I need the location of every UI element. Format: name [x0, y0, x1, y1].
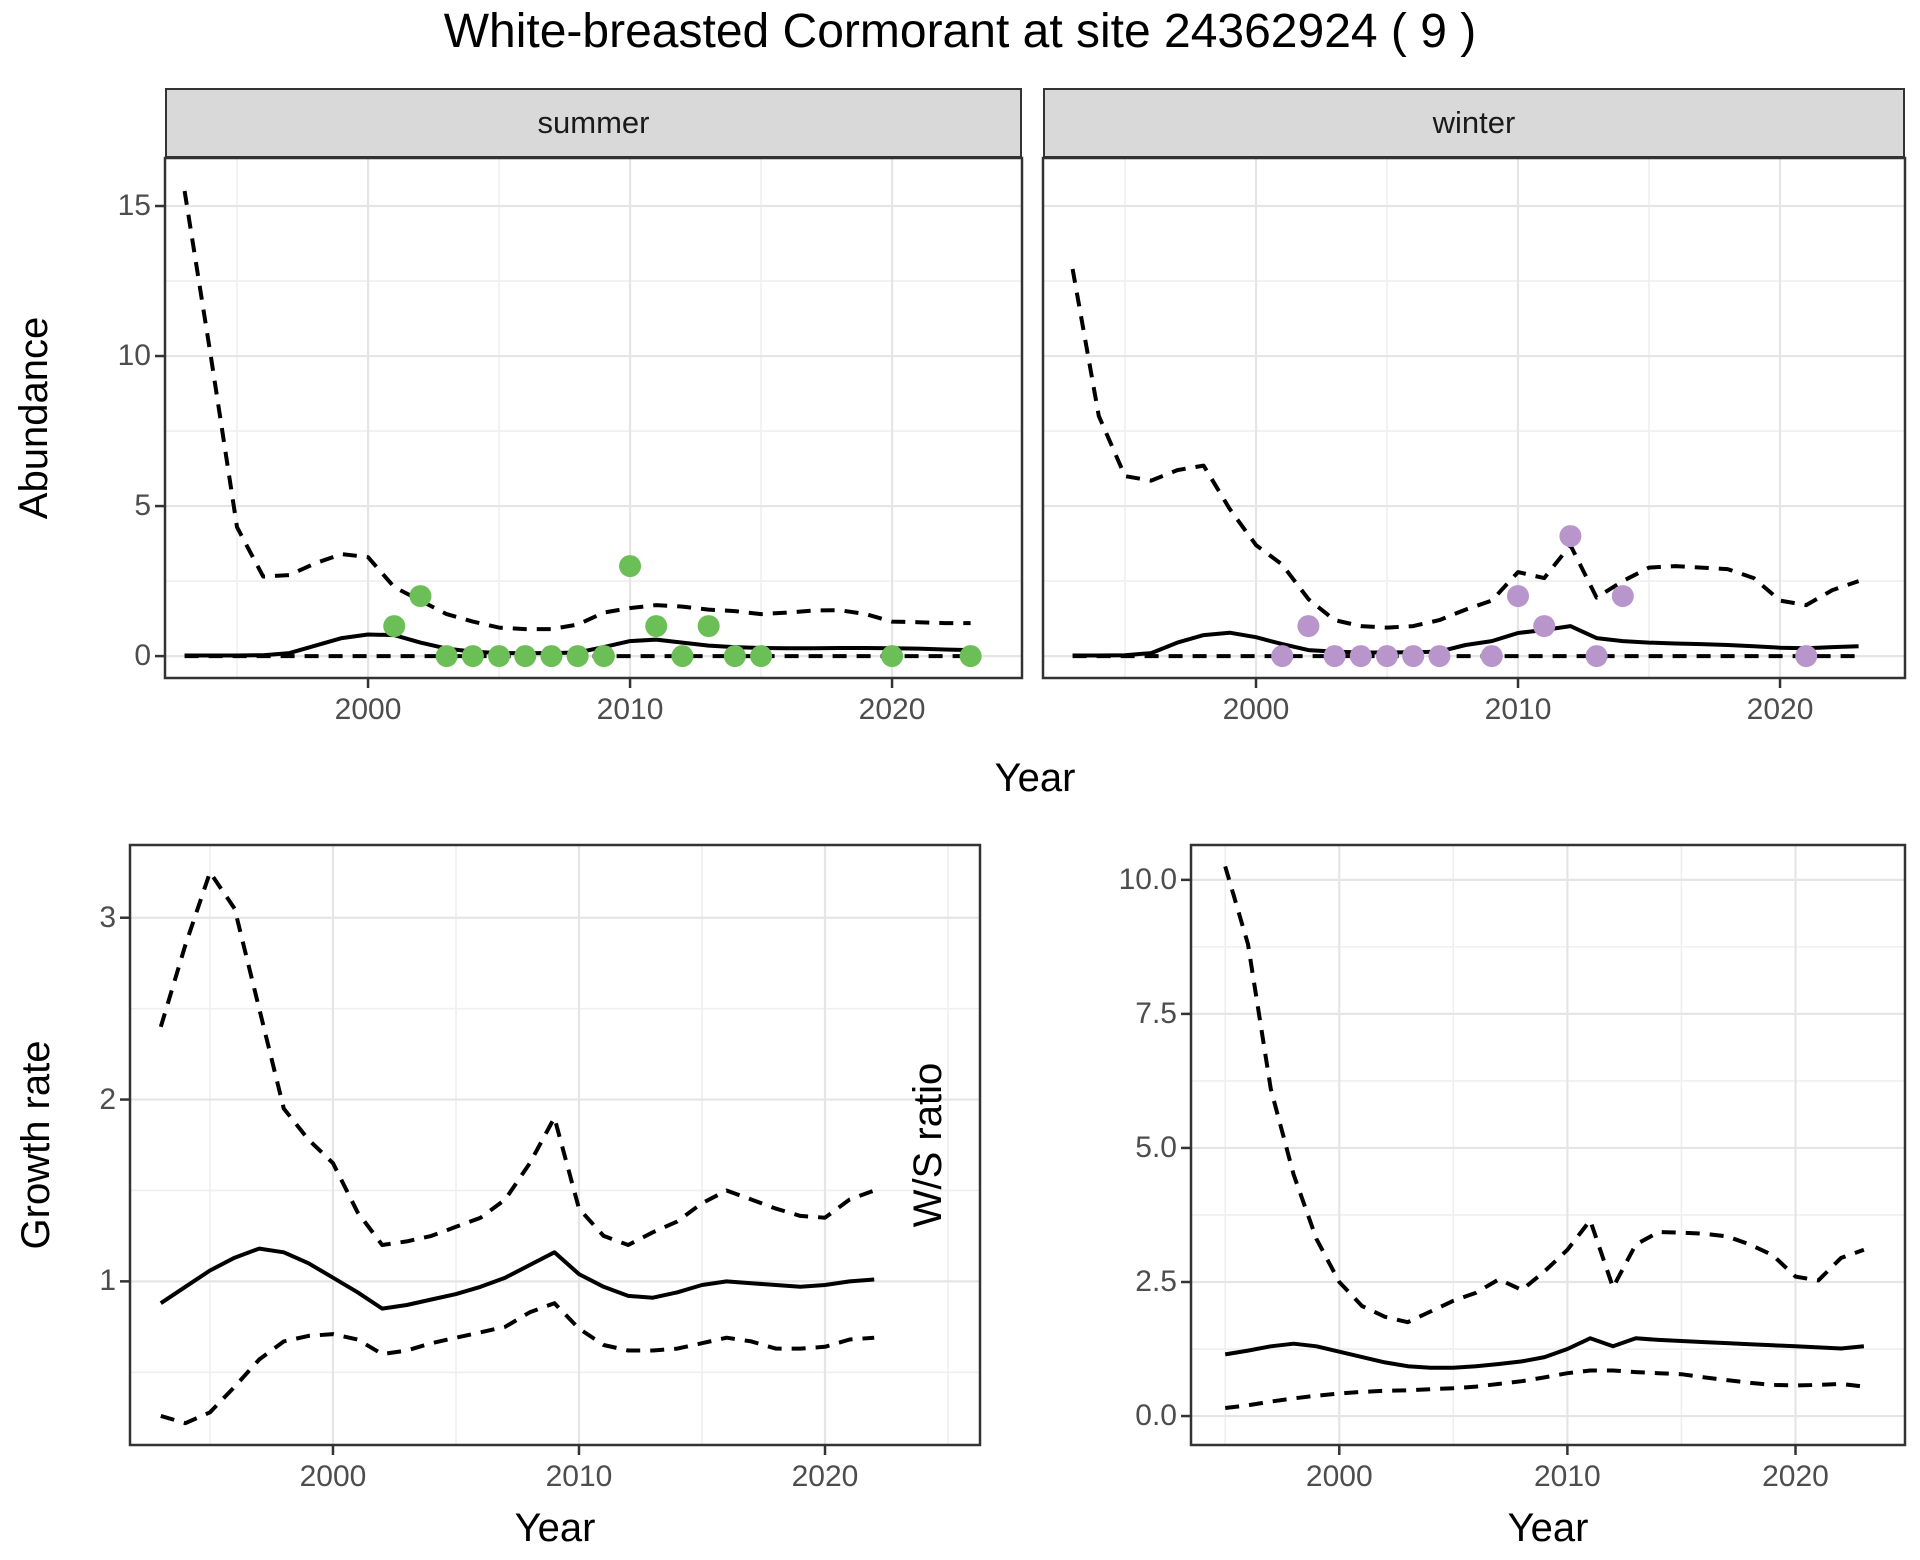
y-tick-label: 5	[134, 489, 151, 523]
data-point	[1349, 645, 1372, 668]
x-tick-label: 2020	[1762, 1460, 1829, 1493]
x-tick-label: 2000	[334, 693, 402, 726]
x-axis-title-year-growth: Year	[514, 1506, 596, 1550]
data-point	[723, 645, 746, 668]
data-point	[645, 615, 668, 638]
series-line-mean	[1224, 1336, 1865, 1370]
data-point	[750, 645, 773, 668]
series-line-upper_ci	[158, 870, 875, 1247]
facet-strip-winter: winter	[1043, 88, 1905, 158]
data-point	[697, 615, 720, 638]
y-tick-label: 15	[117, 189, 151, 222]
y-tick-label: 3	[99, 900, 116, 934]
x-tick-label: 2010	[596, 693, 664, 726]
data-point	[1323, 645, 1346, 668]
abundance_winter-panel	[1041, 156, 1907, 688]
data-point	[592, 645, 615, 668]
panel-background	[165, 158, 1022, 678]
series-line-lower_ci	[1224, 1368, 1865, 1410]
y-tick-label: 0	[134, 639, 151, 673]
series-line-lower_ci	[160, 1301, 875, 1426]
panel-border	[1041, 156, 1907, 680]
data-point	[1507, 585, 1530, 608]
y-tick-label: 10.0	[1118, 862, 1177, 896]
panel-background	[130, 845, 980, 1445]
y-tick-label: 1	[99, 1264, 116, 1298]
data-point	[383, 615, 406, 638]
data-point	[409, 585, 432, 608]
x-axis-title-year-ws: Year	[1507, 1506, 1589, 1550]
data-point	[671, 645, 694, 668]
data-point	[1611, 585, 1634, 608]
x-tick-label: 2010	[1534, 1460, 1601, 1493]
x-tick-label: 2010	[1484, 693, 1552, 726]
panel-border	[128, 843, 982, 1447]
y-tick-label: 10	[117, 339, 151, 373]
x-tick-label: 2020	[858, 693, 926, 726]
data-point	[959, 645, 982, 668]
y-tick-label: 0.0	[1135, 1399, 1177, 1433]
data-point	[619, 555, 642, 578]
facet-strip-winter-label: winter	[1432, 105, 1516, 140]
data-point	[461, 645, 484, 668]
data-point	[1585, 645, 1608, 668]
x-tick-label: 2000	[1305, 1460, 1373, 1493]
x-tick-label: 2020	[1746, 693, 1814, 726]
data-point	[566, 645, 589, 668]
series-line-upper_ci	[1070, 268, 1860, 630]
data-point	[881, 645, 904, 668]
y-tick-label: 2	[99, 1082, 116, 1116]
x-tick-label: 2020	[791, 1460, 859, 1493]
y-axis-title-abundance: Abundance	[12, 316, 56, 520]
series-line-mean	[159, 1246, 875, 1311]
facet-strip-summer: summer	[165, 88, 1022, 158]
data-point	[1376, 645, 1399, 668]
data-point	[540, 645, 563, 668]
data-point	[1533, 615, 1556, 638]
ws_ratio-panel	[1181, 843, 1907, 1455]
y-axis-title-ws-ratio: W/S ratio	[906, 1062, 950, 1228]
data-point	[1271, 645, 1294, 668]
y-tick-label: 2.5	[1135, 1264, 1177, 1298]
y-tick-label: 5.0	[1135, 1130, 1177, 1164]
data-point	[1795, 645, 1818, 668]
data-point	[435, 645, 458, 668]
x-tick-label: 2010	[545, 1460, 613, 1493]
y-tick-label: 7.5	[1135, 996, 1177, 1030]
growth_rate-panel	[120, 843, 982, 1455]
series-line-mean	[1072, 624, 1859, 658]
data-point	[1297, 615, 1320, 638]
data-point	[1402, 645, 1425, 668]
x-axis-title-year-top: Year	[994, 756, 1076, 800]
panel-border	[163, 156, 1024, 680]
facet-strip-summer-label: summer	[537, 105, 650, 140]
panel-border	[1189, 843, 1907, 1447]
data-point	[1480, 645, 1503, 668]
x-tick-label: 2000	[1222, 693, 1290, 726]
panel-background	[1043, 158, 1905, 678]
data-point	[1428, 645, 1451, 668]
data-point	[1559, 525, 1582, 548]
abundance_summer-panel	[155, 156, 1024, 688]
series-line-upper_ci	[1223, 865, 1865, 1325]
data-point	[488, 645, 511, 668]
data-point	[514, 645, 537, 668]
figure-title: White-breasted Cormorant at site 2436292…	[443, 5, 1477, 58]
x-tick-label: 2000	[299, 1460, 367, 1493]
